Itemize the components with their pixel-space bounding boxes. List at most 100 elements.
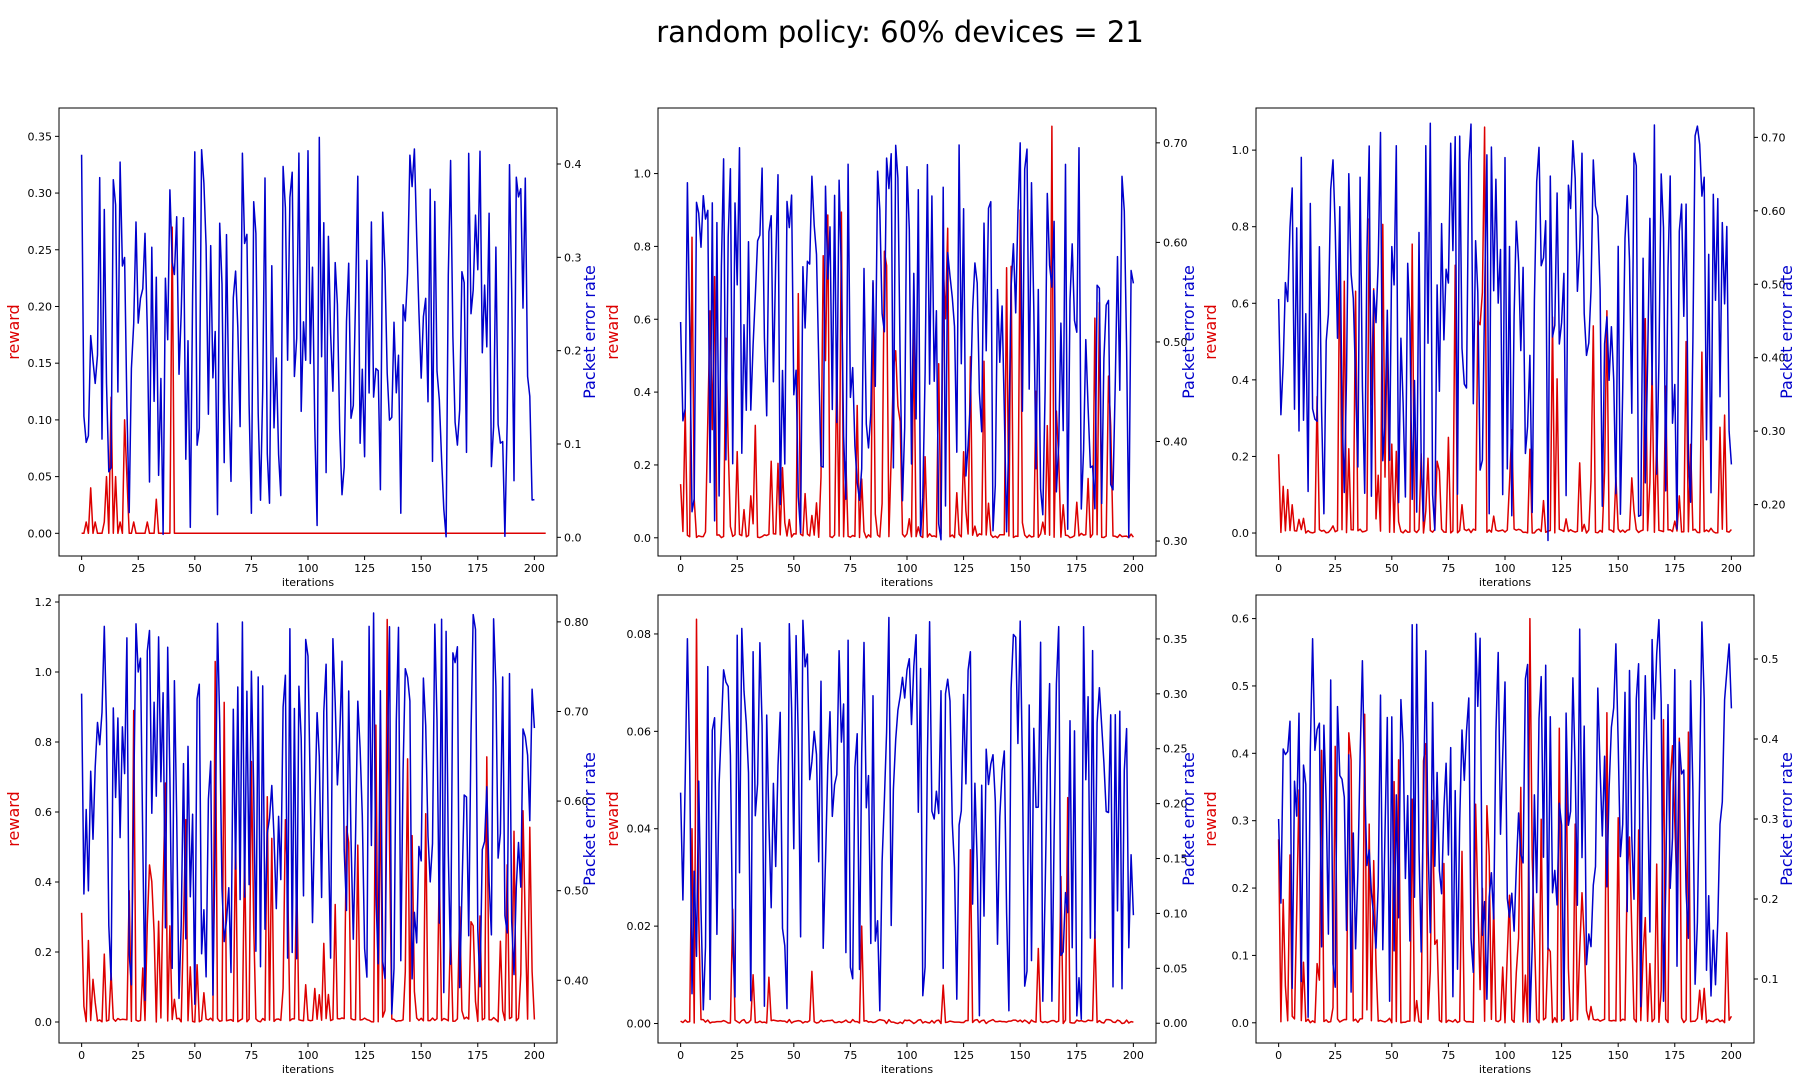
x-tick-label: 100 bbox=[298, 1049, 319, 1062]
x-axis-label: iterations bbox=[1479, 576, 1531, 589]
y-right-tick-label: 0.70 bbox=[564, 705, 589, 718]
y-left-tick-label: 0.6 bbox=[1232, 297, 1250, 310]
y-left-axis-label: reward bbox=[4, 791, 23, 846]
y-right-tick-label: 0.3 bbox=[564, 251, 582, 264]
y-left-tick-label: 1.0 bbox=[35, 666, 53, 679]
x-tick-label: 200 bbox=[524, 562, 545, 575]
y-right-tick-label: 0.25 bbox=[1163, 743, 1188, 756]
x-tick-label: 75 bbox=[843, 562, 857, 575]
x-tick-label: 25 bbox=[730, 562, 744, 575]
y-right-tick-label: 0.30 bbox=[1163, 535, 1188, 548]
x-tick-label: 125 bbox=[354, 1049, 375, 1062]
y-left-tick-label: 0.06 bbox=[627, 725, 652, 738]
y-right-tick-label: 0.00 bbox=[1163, 1017, 1188, 1030]
x-tick-label: 150 bbox=[1010, 1049, 1031, 1062]
y-left-axis-label: reward bbox=[1201, 791, 1220, 846]
y-right-tick-label: 0.80 bbox=[564, 616, 589, 629]
y-left-tick-label: 0.08 bbox=[627, 628, 652, 641]
y-left-tick-label: 0.10 bbox=[28, 414, 53, 427]
series-line-reward bbox=[680, 618, 1134, 1025]
x-tick-label: 100 bbox=[897, 1049, 918, 1062]
y-right-tick-label: 0.15 bbox=[1163, 853, 1188, 866]
y-right-tick-label: 0.10 bbox=[1163, 907, 1188, 920]
y-right-tick-label: 0.3 bbox=[1761, 813, 1779, 826]
y-left-axis-label: reward bbox=[4, 304, 23, 359]
x-axis-label: iterations bbox=[881, 576, 933, 589]
x-tick-label: 50 bbox=[1385, 562, 1399, 575]
y-right-tick-label: 0.30 bbox=[1761, 425, 1786, 438]
x-tick-label: 100 bbox=[1495, 1049, 1516, 1062]
y-left-tick-label: 0.1 bbox=[1232, 949, 1250, 962]
x-tick-label: 150 bbox=[1608, 562, 1629, 575]
x-tick-label: 75 bbox=[244, 1049, 258, 1062]
x-tick-label: 175 bbox=[467, 1049, 488, 1062]
x-tick-label: 75 bbox=[843, 1049, 857, 1062]
y-left-tick-label: 0.0 bbox=[35, 1016, 53, 1029]
subplot-grid: 0 25 50 75 100 125 150 175 2000.000.050.100.150.… bbox=[4, 107, 1796, 1076]
y-left-tick-label: 0.6 bbox=[634, 313, 652, 326]
x-tick-label: 100 bbox=[298, 562, 319, 575]
y-right-axis-label: Packet error rate bbox=[1179, 265, 1198, 399]
x-tick-label: 200 bbox=[1721, 562, 1742, 575]
x-tick-label: 125 bbox=[953, 562, 974, 575]
y-left-tick-label: 0.2 bbox=[1232, 882, 1250, 895]
y-left-axis-label: reward bbox=[1201, 304, 1220, 359]
y-left-axis-label: reward bbox=[603, 791, 622, 846]
x-tick-label: 0 bbox=[1275, 562, 1282, 575]
y-right-tick-label: 0.2 bbox=[1761, 893, 1779, 906]
series-line-packet-error-rate bbox=[679, 616, 1135, 1021]
subplot-1: 0 25 50 75 100 125 150 175 200 0.00 0.05 0.10 0.15 0.… bbox=[4, 107, 599, 589]
y-right-tick-label: 0.50 bbox=[1761, 278, 1786, 291]
y-left-tick-label: 1.0 bbox=[634, 168, 652, 181]
y-right-axis-label: Packet error rate bbox=[1777, 265, 1796, 399]
y-right-tick-label: 0.70 bbox=[1163, 137, 1188, 150]
y-right-tick-label: 0.50 bbox=[564, 885, 589, 898]
x-tick-label: 50 bbox=[1385, 1049, 1399, 1062]
y-left-tick-label: 0.35 bbox=[28, 130, 53, 143]
x-tick-label: 25 bbox=[730, 1049, 744, 1062]
y-right-axis-label: Packet error rate bbox=[1179, 752, 1198, 886]
x-tick-label: 125 bbox=[354, 562, 375, 575]
y-left-tick-label: 0.30 bbox=[28, 187, 53, 200]
y-left-tick-label: 0.0 bbox=[1232, 1017, 1250, 1030]
series-line-reward bbox=[81, 226, 546, 535]
x-tick-label: 25 bbox=[131, 562, 145, 575]
subplot-4: 0 25 50 75 100 125 150 175 200 0.0 0.2 0.4 0.6 0.8 1.0… bbox=[4, 594, 599, 1076]
x-tick-label: 50 bbox=[188, 1049, 202, 1062]
x-tick-label: 200 bbox=[1123, 562, 1144, 575]
y-right-axis-label: Packet error rate bbox=[1777, 752, 1796, 886]
y-left-tick-label: 0.8 bbox=[634, 240, 652, 253]
subplot-6: 0 25 50 75 100 125 150 175 200 0.0 0.1 0.2 0.3 0.4 0.5… bbox=[1201, 594, 1796, 1076]
y-left-tick-label: 0.4 bbox=[35, 876, 53, 889]
x-tick-label: 0 bbox=[78, 562, 85, 575]
y-right-tick-label: 0.30 bbox=[1163, 688, 1188, 701]
x-tick-label: 175 bbox=[1066, 562, 1087, 575]
y-left-tick-label: 0.02 bbox=[627, 920, 652, 933]
x-tick-label: 25 bbox=[131, 1049, 145, 1062]
x-tick-label: 100 bbox=[1495, 562, 1516, 575]
y-right-tick-label: 0.50 bbox=[1163, 336, 1188, 349]
x-tick-label: 75 bbox=[1441, 1049, 1455, 1062]
y-left-tick-label: 0.05 bbox=[28, 471, 53, 484]
x-tick-label: 150 bbox=[1010, 562, 1031, 575]
y-left-tick-label: 0.4 bbox=[1232, 374, 1250, 387]
x-axis-label: iterations bbox=[282, 576, 334, 589]
y-right-tick-label: 0.2 bbox=[564, 345, 582, 358]
y-right-tick-label: 0.40 bbox=[1761, 352, 1786, 365]
y-right-tick-label: 0.1 bbox=[564, 438, 582, 451]
y-right-tick-label: 0.60 bbox=[1761, 205, 1786, 218]
x-tick-label: 25 bbox=[1328, 562, 1342, 575]
y-left-tick-label: 0.0 bbox=[634, 532, 652, 545]
x-tick-label: 125 bbox=[1551, 1049, 1572, 1062]
y-left-tick-label: 0.20 bbox=[28, 300, 53, 313]
series-line-packet-error-rate bbox=[80, 612, 536, 1015]
y-right-tick-label: 0.1 bbox=[1761, 973, 1779, 986]
y-left-axis-label: reward bbox=[603, 304, 622, 359]
x-tick-label: 50 bbox=[787, 1049, 801, 1062]
x-tick-label: 75 bbox=[244, 562, 258, 575]
x-tick-label: 150 bbox=[1608, 1049, 1629, 1062]
series-line-packet-error-rate bbox=[1277, 618, 1733, 1023]
y-right-tick-label: 0.05 bbox=[1163, 962, 1188, 975]
y-right-tick-label: 0.60 bbox=[1163, 236, 1188, 249]
